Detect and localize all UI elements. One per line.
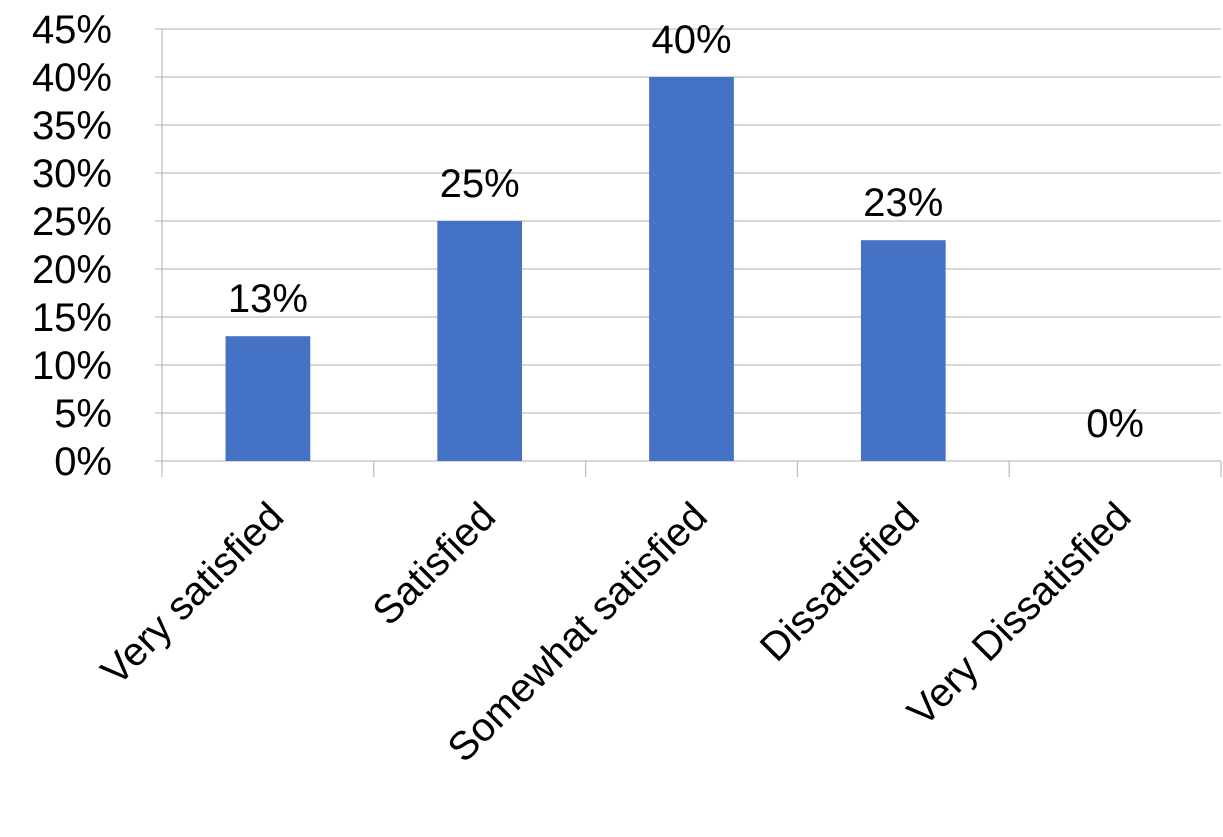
data-label: 40% bbox=[651, 18, 731, 62]
y-tick-label: 30% bbox=[32, 152, 112, 196]
bar bbox=[437, 221, 523, 461]
data-label: 0% bbox=[1086, 402, 1144, 446]
category-label: Very Dissatisfied bbox=[899, 494, 1139, 734]
labels: 0%5%10%15%20%25%30%35%40%45%13%Very sati… bbox=[32, 8, 1144, 771]
bar bbox=[860, 240, 946, 461]
y-tick-label: 15% bbox=[32, 296, 112, 340]
y-tick-label: 0% bbox=[54, 440, 112, 484]
y-tick-label: 25% bbox=[32, 200, 112, 244]
y-tick-label: 35% bbox=[32, 104, 112, 148]
bars bbox=[225, 77, 946, 461]
y-tick-label: 20% bbox=[32, 248, 112, 292]
data-label: 23% bbox=[863, 181, 943, 225]
data-label: 13% bbox=[228, 277, 308, 321]
data-label: 25% bbox=[440, 162, 520, 206]
category-label: Very satisfied bbox=[93, 494, 292, 693]
y-tick-label: 10% bbox=[32, 344, 112, 388]
y-tick-label: 40% bbox=[32, 56, 112, 100]
bar bbox=[225, 336, 311, 461]
category-label: Satisfied bbox=[364, 494, 504, 634]
category-label: Dissatisfied bbox=[752, 494, 928, 670]
bar bbox=[649, 77, 734, 461]
y-tick-label: 45% bbox=[32, 8, 112, 52]
y-tick-label: 5% bbox=[54, 392, 112, 436]
